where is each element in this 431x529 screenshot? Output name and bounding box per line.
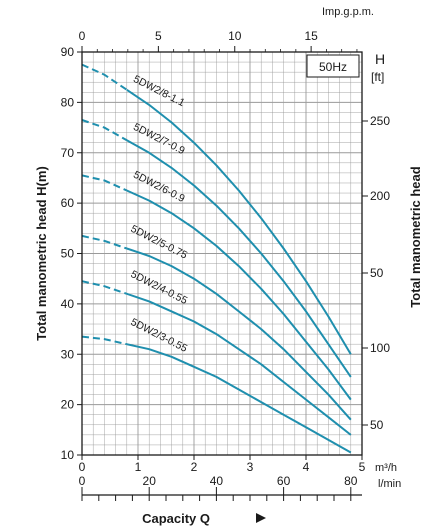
y-left-tick-label: 30 [61, 347, 75, 361]
x-primary-tick-label: 2 [191, 460, 198, 474]
x-top-tick-label: 15 [304, 29, 318, 43]
x-top-tick-label: 5 [155, 29, 162, 43]
x-lmin-tick-label: 60 [277, 474, 291, 488]
labels: 5DW2/8-1.15DW2/7-0.95DW2/6-0.95DW2/5-0.7… [34, 6, 423, 526]
y-left-title: Total manometric head H(m) [34, 166, 49, 341]
y-right-title: Total manometric head [408, 166, 423, 307]
x-top-tick-label: 10 [228, 29, 242, 43]
x-primary-tick-label: 1 [135, 460, 142, 474]
x-primary-unit: m³/h [375, 462, 397, 474]
x-lmin-tick-label: 80 [344, 474, 358, 488]
curve-solid-5 [126, 343, 352, 454]
curve-solid-4 [126, 292, 352, 436]
frequency-box [306, 54, 360, 78]
y-left-tick-label: 70 [61, 146, 75, 160]
y-right-tick-label: 50 [370, 418, 384, 432]
y-left-tick-label: 60 [61, 196, 75, 210]
y-left-tick-label: 90 [61, 45, 75, 59]
curve-solid-0 [126, 88, 352, 355]
curve-dashed-1 [81, 119, 128, 142]
y-right-tick-label: 250 [370, 114, 390, 128]
curve-dashed-4 [81, 280, 128, 295]
y-left-tick-label: 50 [61, 247, 75, 261]
x-lmin-tick-label: 40 [210, 474, 224, 488]
curve-solid-3 [126, 247, 352, 421]
y-right-tick-label: 50 [370, 266, 384, 280]
series-label-1: 5DW2/7-0.9 [131, 121, 187, 157]
axes [77, 46, 368, 501]
y-left-tick-label: 80 [61, 95, 75, 109]
x-lmin-tick-label: 0 [79, 474, 86, 488]
x-primary-tick-label: 4 [303, 460, 310, 474]
x-primary-tick-label: 5 [359, 460, 366, 474]
x-lmin-tick-label: 20 [143, 474, 157, 488]
x-top-tick-label: 0 [79, 29, 86, 43]
arrow-right-icon [256, 513, 266, 523]
frequency-label: 50Hz [319, 60, 347, 74]
y-right-header-letter: H [375, 51, 385, 67]
curve-dashed-2 [81, 174, 128, 192]
curve-solid-2 [126, 189, 352, 401]
y-right-tick-label: 100 [370, 341, 390, 355]
x-primary-title: Capacity Q [142, 511, 210, 526]
x-primary-tick-label: 0 [79, 460, 86, 474]
x-lmin-unit: l/min [378, 478, 401, 490]
x-primary-tick-label: 3 [247, 460, 254, 474]
curve-dashed-3 [81, 234, 128, 250]
series-label-0: 5DW2/8-1.1 [131, 73, 187, 109]
y-right-tick-label: 200 [370, 189, 390, 203]
curve-dashed-0 [81, 63, 128, 91]
curves [81, 63, 352, 454]
x-top-unit: Imp.g.p.m. [322, 6, 374, 18]
grid [81, 51, 363, 456]
curve-dashed-5 [81, 335, 128, 346]
y-right-header-unit: [ft] [371, 70, 384, 84]
y-left-tick-label: 20 [61, 398, 75, 412]
y-left-tick-label: 10 [61, 448, 75, 462]
y-left-tick-label: 40 [61, 297, 75, 311]
curve-solid-1 [126, 139, 352, 378]
